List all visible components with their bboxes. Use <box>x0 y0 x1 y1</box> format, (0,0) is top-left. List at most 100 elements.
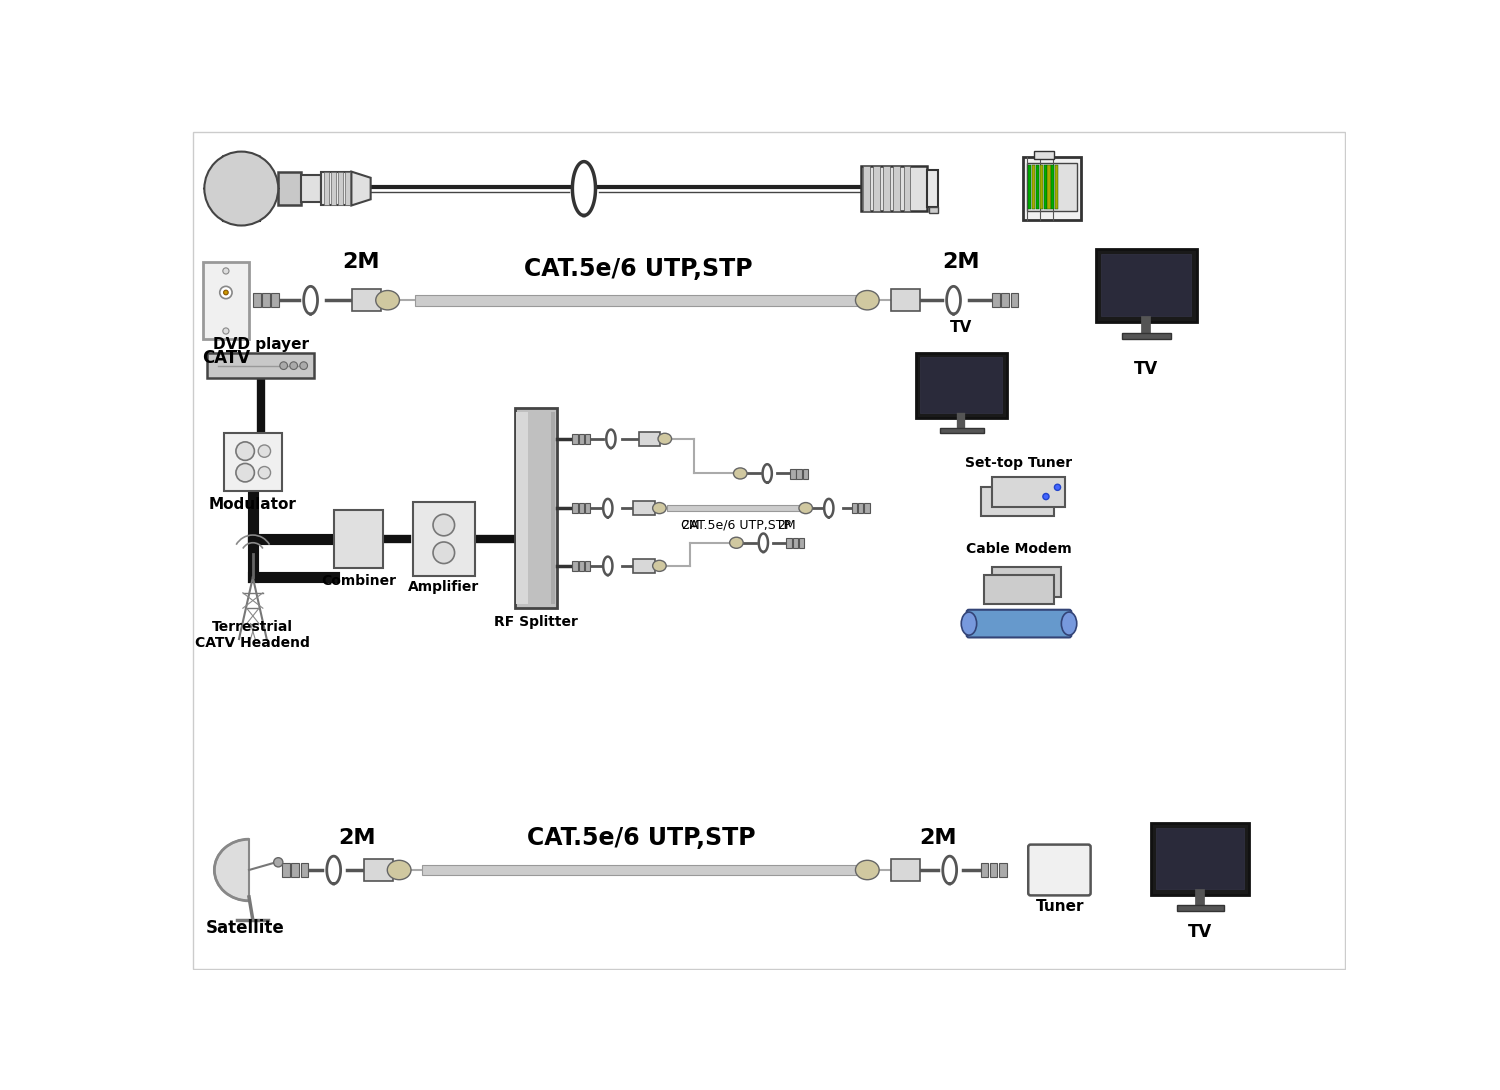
Circle shape <box>204 152 279 226</box>
Bar <box>514 408 556 608</box>
Bar <box>579 561 584 571</box>
FancyBboxPatch shape <box>1028 845 1090 895</box>
Ellipse shape <box>652 502 666 513</box>
Bar <box>999 863 1006 877</box>
Bar <box>894 166 900 210</box>
Text: CAT.5e/6 UTP,STP: CAT.5e/6 UTP,STP <box>524 257 752 281</box>
Ellipse shape <box>855 291 879 310</box>
Bar <box>1054 165 1059 209</box>
Text: 2M: 2M <box>681 519 699 532</box>
Bar <box>279 171 302 206</box>
Ellipse shape <box>729 537 742 548</box>
Bar <box>324 171 328 206</box>
Circle shape <box>300 362 307 370</box>
Bar <box>573 504 578 513</box>
Ellipse shape <box>962 613 976 635</box>
Bar <box>1002 293 1010 307</box>
Bar <box>254 293 261 307</box>
Text: CATV: CATV <box>202 349 250 367</box>
Bar <box>224 433 282 492</box>
Circle shape <box>1042 494 1048 499</box>
Text: DVD player: DVD player <box>213 337 309 352</box>
Bar <box>802 469 808 479</box>
Circle shape <box>258 445 270 458</box>
Bar <box>939 428 984 433</box>
Ellipse shape <box>652 560 666 571</box>
Text: Cable Modem: Cable Modem <box>966 542 1072 556</box>
Circle shape <box>234 181 249 196</box>
Bar <box>262 293 270 307</box>
Text: CAT.5e/6 UTP,STP: CAT.5e/6 UTP,STP <box>528 825 756 850</box>
Bar <box>633 559 656 572</box>
Bar <box>796 469 802 479</box>
Bar <box>864 504 870 513</box>
Bar <box>992 568 1062 596</box>
Bar <box>1156 828 1244 889</box>
Bar <box>1036 165 1040 209</box>
Bar <box>639 432 660 446</box>
Bar <box>363 859 393 881</box>
Circle shape <box>273 858 284 867</box>
Ellipse shape <box>855 860 879 880</box>
Bar <box>345 171 350 206</box>
Text: RF Splitter: RF Splitter <box>495 615 578 629</box>
Bar <box>550 412 555 604</box>
Ellipse shape <box>1062 613 1077 635</box>
Text: TV: TV <box>1134 361 1158 378</box>
Bar <box>921 358 1002 413</box>
Text: 2M: 2M <box>342 252 380 271</box>
Bar <box>861 166 927 210</box>
Text: Set-top Tuner: Set-top Tuner <box>966 457 1072 471</box>
Bar <box>573 434 578 445</box>
Ellipse shape <box>387 860 411 880</box>
Circle shape <box>290 362 297 370</box>
Bar <box>786 538 792 548</box>
Bar <box>1178 906 1224 911</box>
Bar <box>864 166 870 210</box>
Bar <box>873 166 880 210</box>
Bar <box>414 294 861 305</box>
Bar <box>1096 249 1197 322</box>
Bar <box>1023 157 1080 220</box>
Bar <box>1044 165 1047 209</box>
Bar <box>573 561 578 571</box>
Text: Tuner: Tuner <box>1035 899 1084 915</box>
Bar <box>928 207 938 214</box>
Bar <box>1150 823 1250 895</box>
Bar <box>984 576 1053 604</box>
Bar <box>333 510 382 568</box>
Ellipse shape <box>375 291 399 310</box>
Text: 2M: 2M <box>920 827 957 848</box>
Circle shape <box>433 542 454 564</box>
Bar <box>800 538 804 548</box>
Bar <box>300 863 309 877</box>
Bar <box>852 504 858 513</box>
Bar <box>585 504 590 513</box>
Bar <box>1035 150 1053 158</box>
Circle shape <box>433 514 454 536</box>
Bar <box>1028 165 1032 209</box>
Bar <box>1101 254 1191 316</box>
Bar <box>352 290 381 311</box>
Bar <box>321 171 351 206</box>
Bar <box>884 166 891 210</box>
Bar <box>282 863 290 877</box>
Bar <box>332 171 336 206</box>
Bar <box>1032 165 1035 209</box>
Text: TV: TV <box>1188 922 1212 941</box>
Bar <box>202 262 249 339</box>
Text: Combiner: Combiner <box>321 574 396 589</box>
Bar <box>792 538 798 548</box>
Bar <box>516 412 528 604</box>
Text: 2M: 2M <box>942 252 980 271</box>
Circle shape <box>224 170 260 207</box>
Polygon shape <box>351 171 370 206</box>
FancyBboxPatch shape <box>966 609 1071 638</box>
Bar <box>668 505 806 511</box>
Polygon shape <box>214 839 249 900</box>
Text: TV: TV <box>950 319 972 335</box>
Bar <box>891 290 921 311</box>
Circle shape <box>236 463 255 482</box>
Bar <box>1047 165 1050 209</box>
Bar <box>891 859 921 881</box>
